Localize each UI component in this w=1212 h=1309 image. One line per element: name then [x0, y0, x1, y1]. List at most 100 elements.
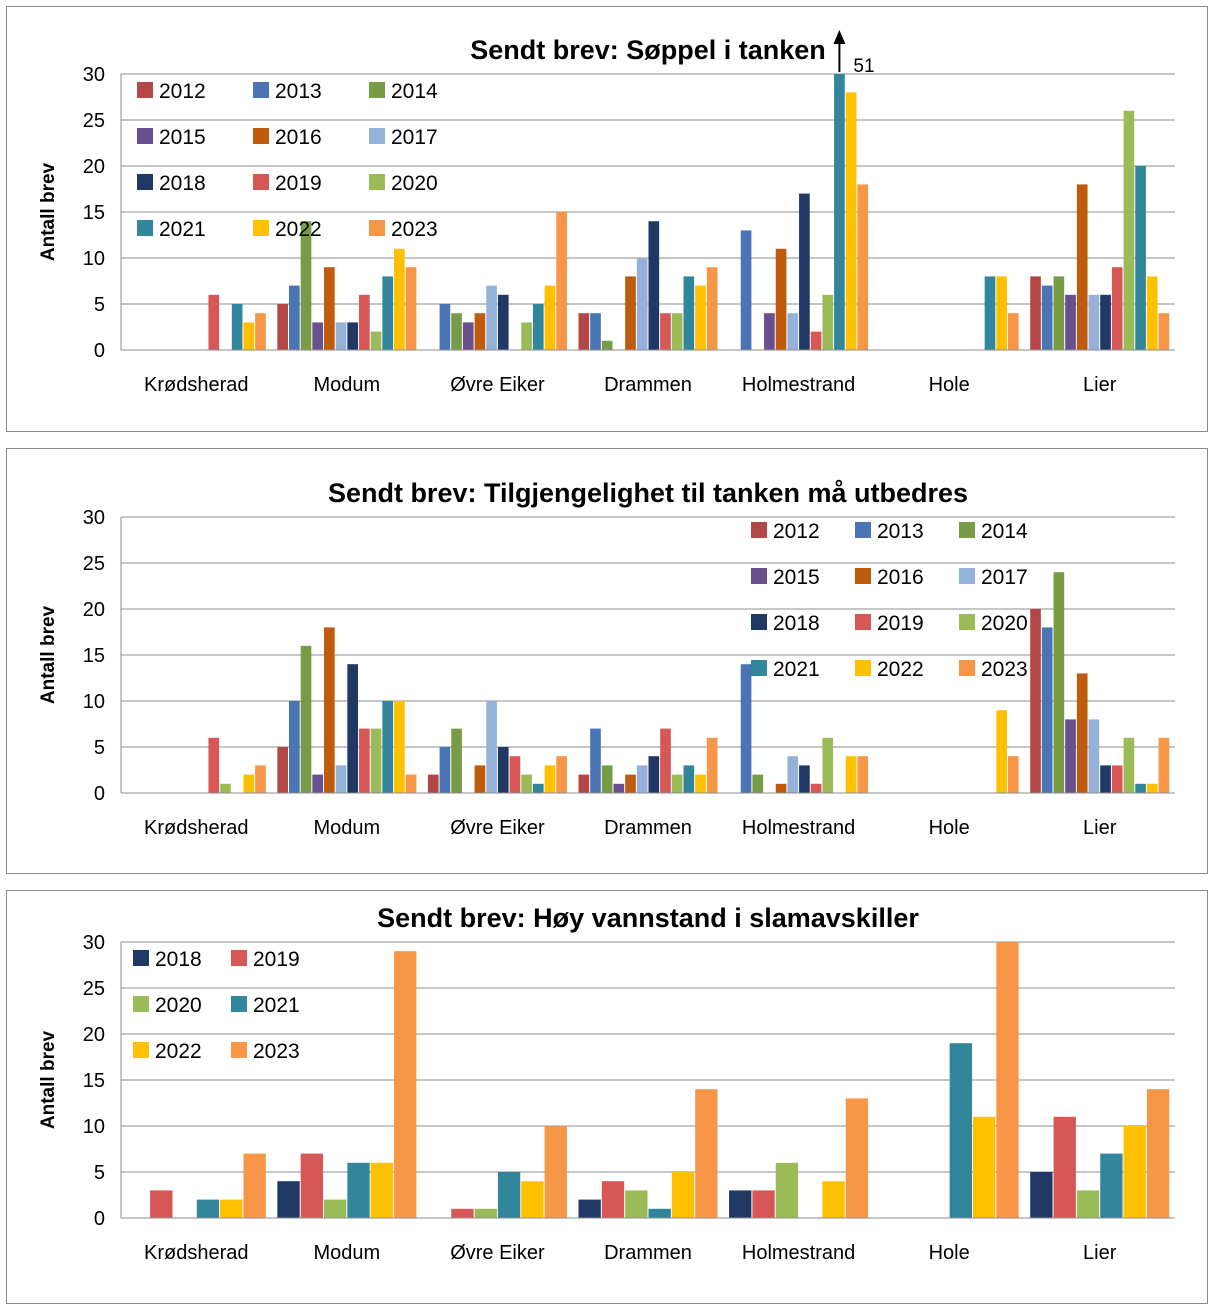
x-tick-label: Krødsherad: [144, 1242, 249, 1264]
bar-drammen-2021: [683, 276, 695, 350]
bar-modum-2018: [347, 322, 359, 350]
bar-modum-2016: [324, 627, 335, 793]
bar-hole-2021: [949, 1043, 972, 1218]
legend-label-2012: 2012: [773, 520, 820, 543]
x-tick-label: Modum: [314, 374, 381, 396]
bar-holmestrand-2013: [740, 230, 752, 350]
bar-ovre-eiker-2014: [451, 313, 462, 350]
x-tick-label: Modum: [314, 1242, 381, 1264]
bar-lier-2013: [1041, 627, 1053, 793]
bar-holmestrand-2019: [810, 783, 822, 793]
legend: 2012 2013 2014 2015 2016 2017 2018 2019 2020 2021…: [751, 520, 1028, 681]
bar-holmestrand-2015: [764, 313, 775, 350]
bar-drammen-2021: [683, 765, 695, 793]
legend-label-2021: 2021: [253, 994, 300, 1017]
bar-lier-2023: [1158, 737, 1170, 793]
bar-krodsherad-2022: [243, 774, 255, 793]
legend-label-2023: 2023: [391, 218, 438, 241]
bar-krodsherad-2023: [255, 313, 266, 350]
bar-modum-2012: [277, 747, 289, 793]
x-tick-label: Hole: [929, 817, 970, 839]
legend-swatch-2022: [253, 220, 269, 236]
legend-label-2019: 2019: [877, 612, 924, 635]
bar-ovre-eiker-2017: [486, 701, 497, 793]
bar-drammen-2017: [636, 765, 648, 793]
bar-lier-2019: [1053, 1116, 1076, 1218]
bar-lier-2017: [1088, 719, 1100, 793]
legend-label-2014: 2014: [391, 80, 438, 103]
y-tick-label: 15: [83, 645, 105, 667]
bar-drammen-2015: [613, 783, 625, 793]
legend-swatch-2013: [855, 522, 871, 538]
bar-ovre-eiker-2020: [521, 322, 532, 350]
y-tick-label: 20: [83, 1024, 105, 1046]
bar-lier-2022: [1123, 1126, 1146, 1218]
bar-lier-2014: [1053, 276, 1065, 350]
y-tick-label: 10: [83, 691, 105, 713]
bar-modum-2013: [289, 285, 300, 350]
bar-lier-2019: [1111, 765, 1123, 793]
bar-ovre-eiker-2021: [497, 1172, 521, 1218]
legend-swatch-2023: [231, 1042, 247, 1058]
bar-lier-2020: [1076, 1190, 1100, 1218]
x-tick-label: Krødsherad: [144, 817, 249, 839]
bar-modum-2018: [347, 664, 359, 793]
x-tick-label: Lier: [1083, 817, 1117, 839]
x-tick-label: Lier: [1083, 374, 1117, 396]
bar-drammen-2023: [706, 267, 718, 350]
bar-hole-2022: [996, 710, 1007, 793]
bar-modum-2023: [405, 267, 417, 350]
bar-holmestrand-2020: [822, 737, 834, 793]
bars-group: [208, 74, 1170, 351]
bar-drammen-2012: [578, 774, 590, 793]
legend-label-2017: 2017: [981, 566, 1028, 589]
legend-label-2021: 2021: [773, 658, 820, 681]
bar-drammen-2022: [671, 1172, 695, 1218]
legend-swatch-2014: [959, 522, 975, 538]
x-tick-label: Holmestrand: [742, 1242, 855, 1264]
y-tick-label: 5: [94, 737, 105, 759]
legend-label-2015: 2015: [159, 126, 206, 149]
bar-modum-2016: [324, 267, 335, 350]
bar-lier-2015: [1065, 294, 1076, 350]
legend-label-2015: 2015: [773, 566, 820, 589]
chart-hoy-vannstand: 0 5 10 15 20 25 30 Sendt brev: Høy vannstand i …: [38, 903, 1175, 1264]
x-tick-label: Hole: [929, 374, 970, 396]
bar-modum-2022: [370, 1162, 394, 1218]
legend-swatch-2021: [137, 220, 153, 236]
bar-holmestrand-2019: [810, 331, 822, 350]
legend-swatch-2015: [137, 128, 153, 144]
bar-drammen-2016: [625, 276, 636, 350]
x-tick-label: Øvre Eiker: [450, 817, 545, 839]
bar-holmestrand-2016: [775, 248, 787, 350]
legend-swatch-2012: [137, 82, 153, 98]
legend-swatch-2016: [253, 128, 269, 144]
legend-label-2020: 2020: [391, 172, 438, 195]
bar-modum-2013: [289, 701, 300, 793]
bar-drammen-2020: [625, 1190, 648, 1218]
bar-holmestrand-2023: [857, 756, 869, 793]
bar-modum-2021: [382, 276, 394, 350]
bar-modum-2020: [324, 1199, 347, 1218]
y-axis-label: Antall brev: [38, 605, 59, 704]
y-tick-label: 0: [94, 1208, 105, 1230]
y-tick-label: 25: [83, 978, 105, 1000]
bar-hole-2023: [1007, 756, 1019, 793]
bar-modum-2017: [335, 765, 347, 793]
annotation-arrow-head: [833, 30, 846, 44]
bar-krodsherad-2019: [208, 737, 220, 793]
legend-swatch-2018: [133, 950, 149, 966]
bar-modum-2020: [370, 331, 382, 350]
bar-modum-2018: [277, 1181, 300, 1218]
bar-hole-2021: [984, 276, 996, 350]
bar-lier-2012: [1030, 276, 1041, 350]
bar-holmestrand-2017: [787, 313, 799, 350]
bar-lier-2015: [1065, 719, 1076, 793]
legend-label-2014: 2014: [981, 520, 1028, 543]
bar-krodsherad-2020: [220, 783, 231, 793]
chart-title: Sendt brev: Høy vannstand i slamavskille…: [377, 903, 919, 933]
bar-ovre-eiker-2017: [486, 285, 497, 350]
y-tick-label: 5: [94, 294, 105, 316]
legend-swatch-2013: [253, 82, 269, 98]
legend-swatch-2022: [133, 1042, 149, 1058]
